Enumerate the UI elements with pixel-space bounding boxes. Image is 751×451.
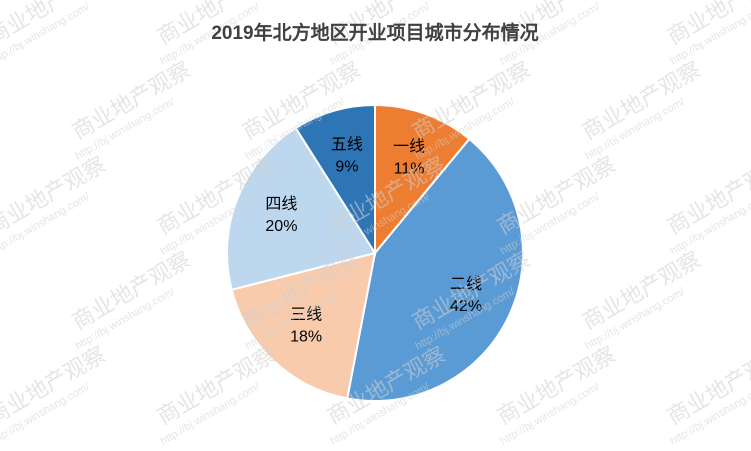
slice-value-label: 11% — [394, 161, 425, 178]
slice-category-label: 五线 — [331, 136, 363, 154]
pie-slice — [230, 251, 377, 400]
pie-slice — [374, 103, 471, 256]
slice-value-label: 9% — [335, 159, 358, 176]
pie-slice — [226, 126, 377, 292]
slice-category-label: 二线 — [450, 275, 482, 293]
slice-value-label: 18% — [290, 329, 322, 346]
pie-slice — [294, 103, 376, 257]
chart-title: 2019年北方地区开业项目城市分布情况 — [211, 21, 538, 44]
pie: 一线 11% 二线 42% 三线 18% 四线 20% 五线 9% — [226, 103, 525, 402]
pie-slice — [346, 137, 525, 402]
slice-category-label: 三线 — [290, 306, 322, 324]
slice-category-label: 一线 — [393, 138, 425, 156]
slice-value-label: 20% — [265, 218, 297, 235]
slice-category-label: 四线 — [265, 195, 297, 213]
slice-value-label: 42% — [450, 298, 482, 315]
